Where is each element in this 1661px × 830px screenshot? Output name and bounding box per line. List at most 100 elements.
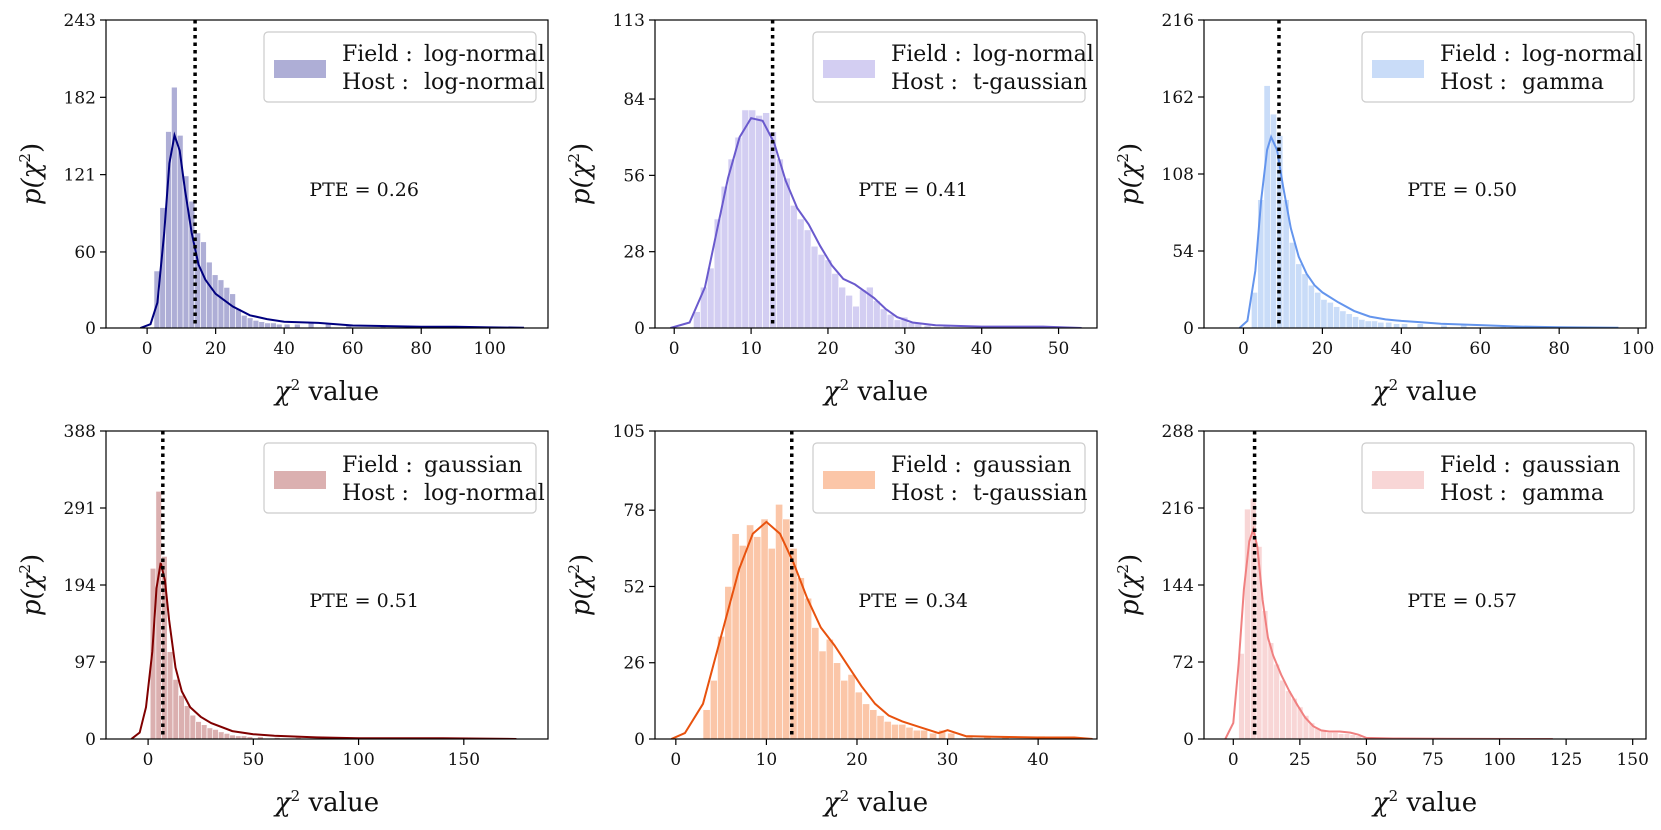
- x-tick-label: 0: [1228, 750, 1239, 770]
- legend-box: [812, 442, 1086, 514]
- hist-bar: [753, 536, 762, 739]
- hist-bar: [206, 261, 213, 328]
- panel-5: 0 10 20 30 40 0 26 52 78 105 χ2 value p(χ2) Field : g…: [565, 422, 1098, 818]
- legend-swatch: [1372, 471, 1424, 489]
- hist-bar: [783, 177, 791, 328]
- hist-bar: [217, 279, 225, 328]
- hist-bar: [893, 319, 902, 328]
- hist-bar: [876, 715, 885, 739]
- hist-bar: [1301, 273, 1309, 328]
- hist-bar: [1279, 679, 1286, 739]
- hist-bar: [1416, 323, 1424, 328]
- x-tick-label: 10: [756, 750, 778, 770]
- hist-bar: [818, 650, 827, 739]
- hist-bar: [838, 286, 846, 328]
- x-tick-label: 50: [1048, 339, 1070, 359]
- hist-bar: [905, 726, 914, 739]
- y-tick-label: 56: [623, 166, 645, 186]
- x-tick-label: 20: [817, 339, 839, 359]
- hist-bar: [1263, 85, 1271, 328]
- hist-bar: [734, 136, 743, 328]
- hist-bar: [1255, 546, 1263, 739]
- kde-curve: [139, 131, 525, 328]
- hist-bar: [1307, 284, 1315, 328]
- legend-box: [263, 442, 537, 514]
- legend-box: [1361, 442, 1635, 514]
- y-tick-label: 243: [64, 11, 96, 31]
- hist-bar: [824, 259, 833, 328]
- x-axis-label: χ2 value: [273, 787, 379, 818]
- hist-bar: [178, 695, 185, 739]
- legend: Field : log-normal Host : gamma: [1361, 31, 1643, 103]
- panel-3: 0 20 40 60 80 100 0 54 108 162 216 χ2 value p(χ2) Fie…: [1114, 11, 1654, 407]
- y-tick-label: 26: [623, 654, 645, 674]
- legend-field-value: log-normal: [424, 42, 545, 67]
- legend-host-value: t-gaussian: [973, 481, 1088, 506]
- x-tick-label: 40: [971, 339, 993, 359]
- x-axis-label: χ2 value: [273, 376, 379, 407]
- hist-bar: [748, 109, 756, 328]
- x-axis-label: χ2 value: [1371, 376, 1477, 407]
- plot-area: [1224, 431, 1553, 739]
- x-tick-label: 10: [740, 339, 762, 359]
- y-tick-label: 288: [1162, 422, 1194, 442]
- hist-bar: [854, 691, 863, 739]
- hist-bar: [229, 293, 236, 328]
- legend-box: [812, 31, 1086, 103]
- axes-frame: [654, 430, 1098, 740]
- hist-bar: [804, 597, 812, 739]
- legend-field-label: Field :: [342, 42, 413, 67]
- panel-4: 0 50 100 150 0 97 194 291 388 χ2 value p(χ2) Field …: [16, 422, 549, 818]
- y-tick-label: 113: [613, 11, 645, 31]
- hist-bar: [727, 158, 736, 328]
- hist-bar: [760, 518, 769, 739]
- y-tick-label: 78: [623, 501, 645, 521]
- hist-bar: [762, 112, 770, 328]
- x-tick-label: 20: [846, 750, 868, 770]
- hist-bar: [741, 109, 750, 328]
- x-tick-label: 40: [1027, 750, 1049, 770]
- y-tick-label: 108: [1162, 165, 1194, 185]
- hist-bar: [789, 205, 798, 328]
- hist-bar: [201, 724, 208, 739]
- x-tick-label: 75: [1422, 750, 1444, 770]
- legend: Field : gaussian Host : gamma: [1361, 442, 1635, 514]
- legend-field-label: Field :: [1440, 42, 1511, 67]
- hist-bar: [810, 245, 819, 328]
- hist-bar: [264, 322, 271, 328]
- hist-bar: [241, 315, 248, 328]
- legend-swatch: [1372, 60, 1424, 78]
- x-tick-label: 0: [143, 750, 154, 770]
- hist-bar: [796, 218, 805, 328]
- hist-bar: [1339, 310, 1347, 328]
- x-tick-label: 150: [448, 750, 480, 770]
- hist-bar: [294, 323, 301, 328]
- legend-field-label: Field :: [342, 453, 413, 478]
- hist-bar: [702, 709, 711, 739]
- hist-bar: [183, 705, 191, 739]
- hist-bar: [195, 721, 202, 739]
- hist-bar: [845, 294, 853, 328]
- x-axis-label: χ2 value: [822, 787, 928, 818]
- hist-bar: [1385, 321, 1393, 328]
- y-axis-label: p(χ2): [1114, 143, 1145, 205]
- x-tick-label: 20: [1312, 339, 1334, 359]
- hist-bar: [776, 158, 784, 328]
- kde-curve: [1224, 525, 1553, 739]
- legend-field-label: Field :: [891, 42, 962, 67]
- legend-host-value: log-normal: [424, 70, 545, 95]
- y-tick-label: 162: [1162, 88, 1194, 108]
- hist-bar: [873, 300, 881, 328]
- y-tick-label: 0: [85, 730, 96, 750]
- hist-bar: [869, 709, 878, 739]
- y-tick-label: 54: [1172, 242, 1194, 262]
- axes-frame: [654, 19, 1098, 329]
- legend-host-label: Host :: [1440, 70, 1507, 95]
- hist-bar: [883, 721, 892, 739]
- kde-curve: [670, 520, 1093, 739]
- hist-bar: [218, 731, 225, 739]
- hist-bar: [862, 703, 870, 739]
- plot-area: [670, 20, 1082, 328]
- legend-field-value: gaussian: [973, 453, 1071, 478]
- hist-bar: [912, 729, 921, 739]
